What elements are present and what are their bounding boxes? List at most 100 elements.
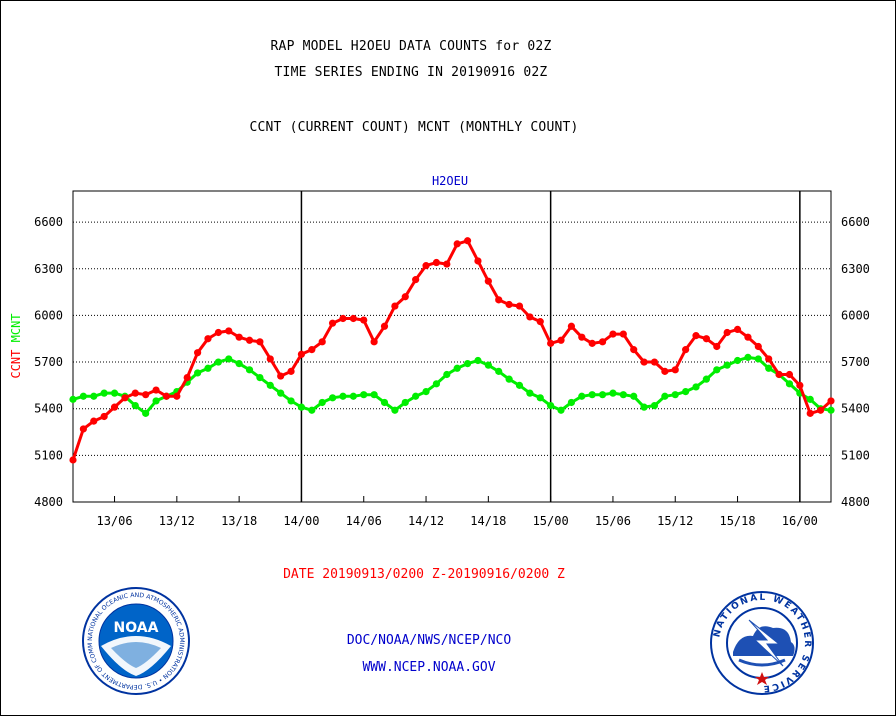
data-point-mcnt — [640, 403, 648, 411]
data-point-mcnt — [453, 364, 461, 372]
data-point-ccnt — [474, 257, 482, 265]
data-point-mcnt — [318, 398, 326, 407]
y-tick-label-left: 5400 — [34, 402, 63, 416]
data-point-mcnt — [380, 398, 389, 407]
panel-title: H2OEU — [432, 174, 468, 188]
data-point-ccnt — [412, 276, 420, 284]
data-point-mcnt — [733, 356, 742, 365]
data-point-ccnt — [79, 425, 87, 433]
x-tick-label: 14/12 — [408, 514, 444, 528]
y-tick-label-left: 4800 — [34, 495, 63, 509]
data-point-ccnt — [173, 392, 181, 400]
data-point-ccnt — [100, 412, 108, 421]
data-point-ccnt — [422, 262, 430, 270]
data-point-mcnt — [682, 387, 690, 396]
data-point-mcnt — [526, 389, 534, 397]
data-point-ccnt — [266, 355, 274, 363]
data-point-mcnt — [463, 360, 472, 368]
y-tick-label-left: 5700 — [34, 355, 63, 369]
data-point-ccnt — [142, 391, 150, 399]
data-point-ccnt — [682, 346, 690, 354]
data-point-mcnt — [204, 364, 212, 372]
data-point-ccnt — [692, 332, 700, 340]
noaa-inner-text: NOAA — [114, 620, 159, 636]
data-point-ccnt — [277, 372, 285, 380]
y-tick-label-left: 6000 — [34, 308, 63, 322]
data-point-ccnt — [235, 333, 243, 341]
data-point-ccnt — [640, 358, 648, 366]
data-point-ccnt — [765, 355, 773, 363]
data-point-ccnt — [578, 333, 586, 341]
y-tick-label-right: 6000 — [841, 308, 870, 322]
data-point-ccnt — [630, 346, 638, 354]
data-point-mcnt — [785, 380, 794, 388]
data-point-mcnt — [391, 406, 399, 414]
data-point-ccnt — [453, 240, 461, 248]
nws-logo: NATIONAL WEATHER SERVICE — [710, 591, 814, 695]
data-point-ccnt — [131, 389, 139, 397]
data-point-ccnt — [536, 318, 544, 326]
data-point-mcnt — [713, 366, 721, 374]
series-description: CCNT (CURRENT COUNT) MCNT (MONTHLY COUNT… — [249, 120, 579, 135]
data-point-ccnt — [806, 409, 814, 417]
data-point-mcnt — [432, 380, 441, 388]
data-point-mcnt — [578, 392, 586, 400]
x-tick-label: 14/06 — [346, 514, 382, 528]
data-point-mcnt — [474, 356, 482, 365]
axis-label-layer: 4800 4800 5100 5100 5400 5400 5700 5700 6000 6000… — [34, 215, 870, 528]
data-point-mcnt — [598, 391, 607, 399]
data-point-mcnt — [806, 395, 814, 403]
data-point-ccnt — [671, 366, 679, 374]
series-line-ccnt — [71, 239, 833, 461]
data-point-ccnt — [495, 296, 503, 304]
date-range-label: DATE 20190913/0200 Z-20190916/0200 Z — [283, 567, 565, 582]
data-point-mcnt — [567, 398, 576, 407]
data-point-ccnt — [598, 338, 607, 346]
series-layer — [69, 237, 835, 464]
data-point-ccnt — [245, 336, 254, 344]
data-point-ccnt — [69, 456, 77, 464]
data-point-ccnt — [723, 328, 731, 337]
data-point-mcnt — [484, 361, 492, 369]
data-point-mcnt — [308, 406, 316, 414]
x-tick-label: 14/00 — [283, 514, 319, 528]
data-point-ccnt — [297, 350, 306, 358]
noaa-logo: NOAA NATIONAL OCEANIC AND ATMOSPHERIC AD… — [81, 586, 190, 695]
data-point-ccnt — [121, 394, 129, 402]
data-point-ccnt — [650, 358, 659, 366]
y-axis-label: CCNT MCNT — [9, 313, 23, 378]
data-point-ccnt — [162, 392, 171, 400]
y-tick-label-right: 6600 — [841, 215, 870, 229]
data-point-mcnt — [630, 392, 638, 400]
data-point-mcnt — [277, 389, 285, 397]
data-point-mcnt — [339, 392, 347, 400]
data-point-mcnt — [661, 392, 669, 400]
data-point-ccnt — [754, 342, 762, 351]
y-tick-label-right: 5400 — [841, 402, 870, 416]
data-point-mcnt — [152, 397, 160, 405]
y-tick-label-left: 5100 — [34, 448, 63, 462]
data-point-ccnt — [432, 258, 441, 267]
data-point-ccnt — [588, 339, 596, 347]
data-point-mcnt — [401, 398, 409, 407]
data-point-mcnt — [69, 395, 77, 403]
grid-layer — [73, 221, 831, 456]
data-point-mcnt — [297, 403, 306, 411]
data-point-ccnt — [661, 367, 669, 375]
data-point-mcnt — [266, 381, 274, 389]
data-point-mcnt — [754, 355, 762, 363]
plot-frame — [72, 190, 832, 503]
data-point-ccnt — [567, 322, 576, 330]
data-point-mcnt — [557, 406, 565, 414]
y-tick-label-left: 6600 — [34, 215, 63, 229]
data-point-mcnt — [256, 374, 264, 382]
data-point-mcnt — [702, 375, 710, 383]
credit-org: DOC/NOAA/NWS/NCEP/NCO — [346, 633, 512, 648]
chart-title-line-1: RAP MODEL H2OEU DATA COUNTS for 02Z — [270, 39, 552, 54]
data-point-ccnt — [733, 325, 742, 333]
data-point-mcnt — [505, 375, 513, 383]
data-point-mcnt — [744, 353, 752, 361]
data-point-ccnt — [609, 330, 617, 338]
y-tick-label-right: 4800 — [841, 495, 870, 509]
